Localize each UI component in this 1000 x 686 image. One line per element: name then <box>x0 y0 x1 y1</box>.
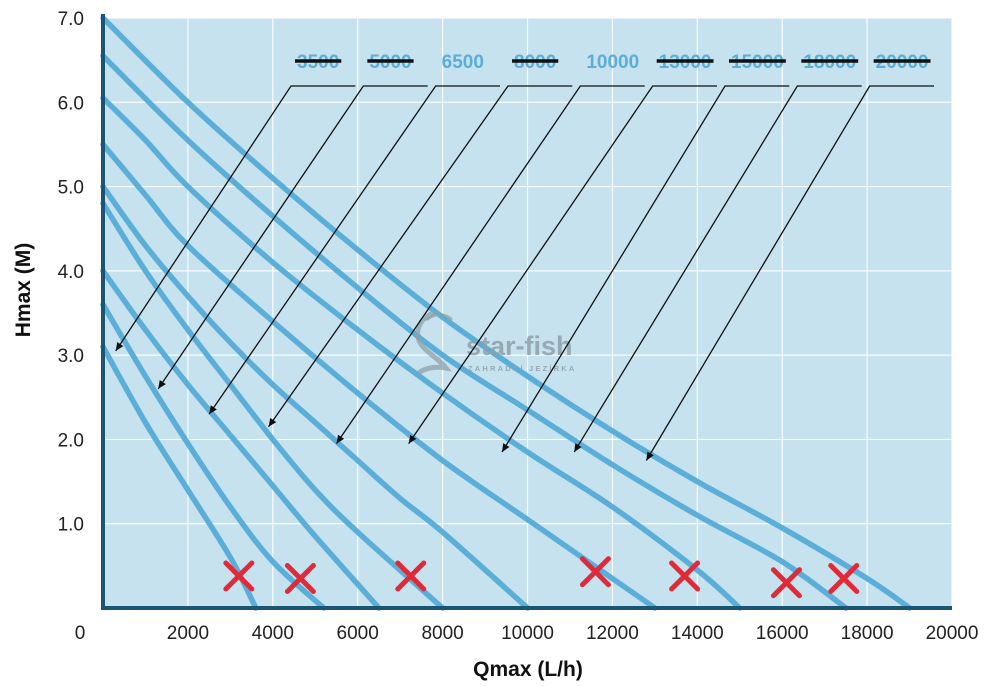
leader-arrowhead-6500 <box>209 405 217 415</box>
curve-6500 <box>100 268 382 611</box>
cross-mark-3 <box>395 560 427 592</box>
y-tick-3.0: 3.0 <box>58 346 84 367</box>
axes <box>101 14 952 610</box>
leader-arrowhead-20000 <box>646 451 654 461</box>
series-label-10000: 10000 <box>586 52 639 73</box>
x-tick-18000: 18000 <box>841 623 894 644</box>
x-tick-14000: 14000 <box>671 623 724 644</box>
curve-10000 <box>100 183 531 611</box>
x-tick-12000: 12000 <box>586 623 639 644</box>
x-tick-4000: 4000 <box>252 623 294 644</box>
curve-3500 <box>100 343 259 611</box>
cross-stroke <box>223 560 255 592</box>
y-tick-5.0: 5.0 <box>58 178 84 199</box>
cross-stroke <box>770 567 802 599</box>
series-labels: 3500500065008000100001300015000180002000… <box>295 52 931 73</box>
x-tick-0: 0 <box>75 623 86 644</box>
leader-line-5000 <box>157 85 428 390</box>
grid-lines <box>103 17 953 608</box>
leader-line-3500 <box>115 85 356 352</box>
x-tick-6000: 6000 <box>337 623 379 644</box>
watermark-tagline: ZAHRADNÍ JEZÍRKA <box>468 364 577 373</box>
leader-arrowhead-5000 <box>158 379 166 389</box>
curve-20000 <box>100 15 913 611</box>
leader-line-13000 <box>408 85 717 445</box>
label-leader-arrows <box>115 85 934 461</box>
cross-stroke <box>669 560 701 592</box>
cross-mark-7 <box>828 563 860 594</box>
y-tick-6.0: 6.0 <box>58 93 84 114</box>
x-tick-2000: 2000 <box>167 623 209 644</box>
leader-line-20000 <box>645 85 934 461</box>
cross-stroke <box>395 560 427 592</box>
leader-arrowhead-15000 <box>502 443 510 453</box>
performance-curves <box>100 15 913 611</box>
cross-mark-4 <box>579 556 611 588</box>
y-axis-title: Hmax (M) <box>12 243 35 338</box>
leader-line-6500 <box>208 85 500 415</box>
curve-13000 <box>100 141 658 611</box>
leader-arrowhead-10000 <box>336 434 345 444</box>
curve-5000 <box>100 301 327 611</box>
leader-arrowhead-3500 <box>115 342 124 351</box>
leader-line-18000 <box>573 85 862 453</box>
fish-logo-icon <box>415 310 454 375</box>
y-tick-2.0: 2.0 <box>58 430 84 451</box>
curve-8000 <box>100 200 446 611</box>
leader-line-10000 <box>335 85 645 445</box>
y-axis-ticks: 1.0 2.0 3.0 4.0 5.0 6.0 7.0 <box>58 9 84 536</box>
leader-line-8000 <box>268 85 573 428</box>
x-tick-8000: 8000 <box>421 623 463 644</box>
leader-arrowhead-18000 <box>574 443 582 453</box>
y-tick-1.0: 1.0 <box>58 515 84 536</box>
leader-arrowhead-13000 <box>408 434 417 444</box>
x-axis-title: Qmax (L/h) <box>473 658 583 681</box>
curve-15000 <box>100 95 743 611</box>
cross-stroke <box>828 563 860 594</box>
cross-mark-5 <box>669 560 701 592</box>
series-label-6500: 6500 <box>442 52 484 73</box>
leader-arrowhead-8000 <box>268 417 277 427</box>
y-tick-7.0: 7.0 <box>58 9 84 30</box>
cross-stroke <box>579 556 611 588</box>
curve-18000 <box>100 53 849 611</box>
x-tick-10000: 10000 <box>501 623 554 644</box>
watermark: star-fish ZAHRADNÍ JEZÍRKA <box>415 310 577 375</box>
cross-mark-1 <box>223 560 255 592</box>
cross-marks <box>223 556 860 599</box>
x-axis-ticks: 0 2000 4000 6000 8000 10000 12000 14000 16000 180… <box>75 623 979 644</box>
x-tick-20000: 20000 <box>926 623 979 644</box>
watermark-brand: star-fish <box>466 331 573 361</box>
cross-mark-6 <box>770 567 802 599</box>
x-tick-16000: 16000 <box>756 623 809 644</box>
cross-mark-2 <box>284 563 316 594</box>
leader-line-15000 <box>501 85 790 453</box>
y-tick-4.0: 4.0 <box>58 262 84 283</box>
cross-stroke <box>284 563 316 594</box>
